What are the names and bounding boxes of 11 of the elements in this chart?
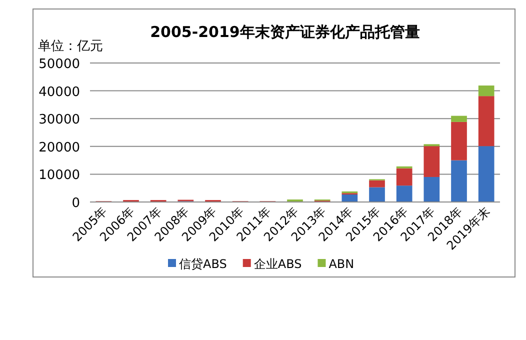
y-tick-label: 40000 [38, 84, 80, 100]
y-tick-label: 50000 [38, 57, 80, 72]
y-tick-label: 20000 [38, 140, 80, 156]
y-axis-title: 单位：亿元 [38, 39, 103, 54]
y-tick-label: 10000 [38, 168, 80, 184]
y-tick-label: 0 [72, 196, 80, 211]
legend-label: 企业ABS [254, 257, 302, 271]
chart-title: 2005-2019年末资产证券化产品托管量 [150, 23, 420, 41]
y-tick-label: 30000 [38, 112, 80, 128]
legend-label: ABN [328, 257, 354, 271]
legend-label: 信贷ABS [179, 257, 227, 271]
